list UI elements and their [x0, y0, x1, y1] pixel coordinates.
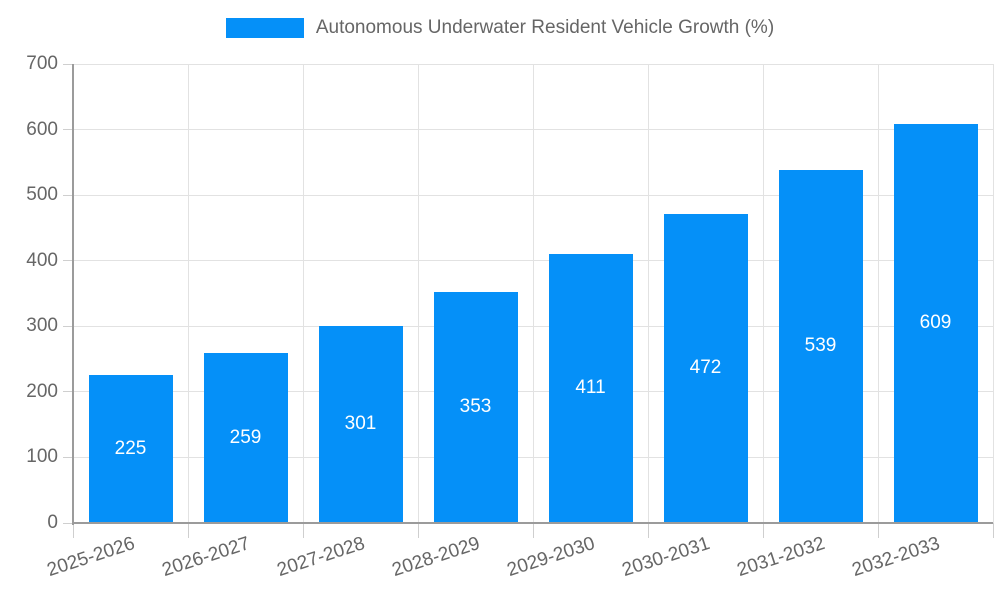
bar-value-label: 539 — [804, 335, 837, 357]
x-axis-tick — [877, 523, 879, 538]
bar[interactable] — [663, 213, 748, 523]
x-axis-tick — [72, 523, 74, 538]
bar-value-label: 225 — [114, 438, 147, 460]
y-tick-label: 500 — [26, 184, 58, 206]
x-axis-tick — [302, 523, 304, 538]
y-tick-label: 100 — [26, 446, 58, 468]
v-gridline — [417, 64, 419, 523]
y-tick-label: 400 — [26, 249, 58, 271]
x-axis-tick — [762, 523, 764, 538]
x-tick-label: 2032-2033 — [849, 533, 942, 582]
v-gridline — [532, 64, 534, 523]
y-axis-tick — [63, 522, 73, 524]
y-axis-tick — [63, 391, 73, 393]
x-tick-label: 2030-2031 — [619, 533, 712, 582]
x-tick-label: 2025-2026 — [44, 533, 137, 582]
v-gridline — [302, 64, 304, 523]
y-tick-label: 0 — [47, 512, 58, 533]
x-tick-label: 2026-2027 — [159, 533, 252, 582]
x-axis-tick — [187, 523, 189, 538]
legend-label: Autonomous Underwater Resident Vehicle G… — [315, 17, 775, 38]
bar-value-label: 353 — [459, 396, 492, 418]
y-axis-tick — [63, 194, 73, 196]
bar[interactable] — [88, 375, 173, 523]
bar-value-label: 301 — [344, 413, 377, 435]
x-axis-tick — [417, 523, 419, 538]
bar[interactable] — [433, 291, 518, 523]
v-gridline — [647, 64, 649, 523]
legend-color-swatch — [225, 18, 304, 38]
y-axis-tick — [63, 456, 73, 458]
bar[interactable] — [893, 123, 978, 523]
bar-value-label: 411 — [575, 377, 606, 399]
bar[interactable] — [203, 353, 288, 523]
y-axis-tick — [63, 63, 73, 65]
legend-item[interactable]: Autonomous Underwater Resident Vehicle G… — [225, 17, 775, 39]
x-tick-label: 2029-2030 — [504, 533, 597, 582]
bar[interactable] — [548, 253, 633, 523]
v-gridline — [762, 64, 764, 523]
v-gridline — [877, 64, 879, 523]
x-axis-tick — [532, 523, 534, 538]
bar[interactable] — [778, 169, 863, 523]
x-tick-label: 2031-2032 — [734, 533, 827, 582]
x-axis-tick — [647, 523, 649, 538]
y-axis-tick — [63, 325, 73, 327]
x-axis-tick — [992, 523, 994, 538]
bar[interactable] — [318, 325, 403, 523]
y-tick-label: 700 — [26, 53, 58, 74]
y-tick-label: 300 — [26, 315, 58, 337]
v-gridline — [992, 64, 994, 523]
bar-value-label: 609 — [919, 312, 952, 334]
legend: Autonomous Underwater Resident Vehicle G… — [0, 17, 1000, 39]
x-axis-line — [73, 522, 993, 524]
y-tick-label: 600 — [26, 118, 58, 140]
x-tick-label: 2027-2028 — [274, 533, 367, 582]
y-axis-line — [72, 64, 74, 525]
bar-value-label: 259 — [229, 427, 262, 449]
bar-value-label: 472 — [689, 357, 722, 379]
x-tick-label: 2028-2029 — [389, 533, 482, 582]
y-tick-label: 200 — [26, 380, 58, 402]
y-axis-tick — [63, 129, 73, 131]
v-gridline — [187, 64, 189, 523]
y-axis-tick — [63, 260, 73, 262]
